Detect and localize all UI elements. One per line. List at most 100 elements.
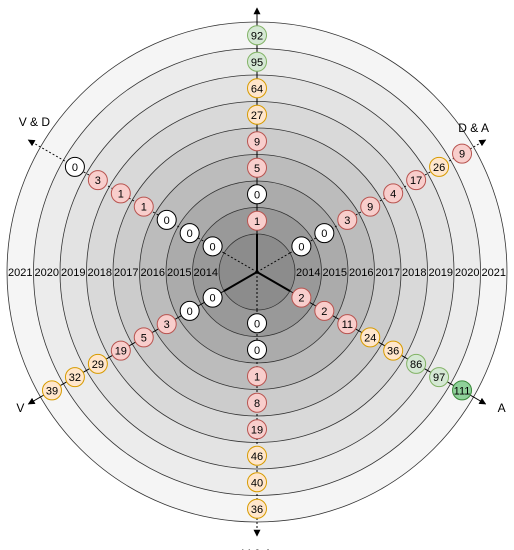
value-bubble-va-2019: 46: [247, 445, 267, 466]
bubble-value: 9: [254, 136, 260, 148]
value-bubble-d-2015: 0: [247, 184, 267, 205]
value-bubble-a-2021: 111: [452, 380, 473, 401]
value-bubble-va-2016: 1: [247, 366, 267, 387]
bubble-value: 0: [298, 241, 304, 253]
bubble-value: 86: [410, 359, 422, 371]
value-bubble-v-2019: 29: [87, 353, 108, 374]
bubble-value: 1: [141, 202, 147, 214]
axis-label-vd: V & D: [19, 115, 51, 129]
bubble-circle: [110, 340, 131, 361]
year-label-2019-right: 2019: [429, 267, 453, 279]
bubble-value: 2: [321, 306, 327, 318]
value-bubble-va-2014: 0: [247, 313, 267, 334]
bubble-circle: [41, 380, 62, 401]
year-label-2017-left: 2017: [114, 267, 138, 279]
bubble-value: 36: [387, 346, 399, 358]
bubble-value: 24: [364, 332, 376, 344]
bubble-circle: [360, 327, 381, 348]
bubble-value: 40: [251, 477, 263, 489]
bubble-circle: [179, 300, 200, 321]
bubble-value: 0: [164, 215, 170, 227]
bubble-value: 0: [210, 293, 216, 305]
bubble-value: 1: [254, 371, 260, 383]
bubble-circle: [247, 472, 267, 493]
bubble-value: 11: [342, 319, 353, 331]
bubble-circle: [247, 445, 267, 466]
bubble-value: 64: [251, 83, 263, 95]
value-bubble-da-2015: 0: [314, 223, 335, 244]
value-bubble-da-2021: 9: [452, 143, 473, 164]
value-bubble-vd-2019: 3: [87, 170, 108, 191]
value-bubble-da-2016: 3: [337, 209, 358, 230]
bubble-value: 0: [254, 345, 260, 357]
year-label-2018-right: 2018: [402, 267, 426, 279]
bubble-circle: [247, 25, 267, 46]
bubble-circle: [247, 131, 267, 152]
bubble-circle: [452, 143, 473, 164]
value-bubble-da-2018: 4: [383, 183, 404, 204]
axis-labels: DD & AAV & AVV & D: [16, 115, 506, 550]
bubble-circle: [110, 183, 131, 204]
year-label-2016-left: 2016: [141, 267, 165, 279]
bubble-circle: [179, 223, 200, 244]
hub-spoke-a: [256, 271, 291, 292]
bubble-value: 3: [344, 215, 350, 227]
bubble-value: 29: [92, 359, 104, 371]
bubble-circle: [87, 170, 108, 191]
bubble-circle: [202, 236, 223, 257]
bubble-circle: [337, 209, 358, 230]
year-label-2018-left: 2018: [88, 267, 112, 279]
bubble-circle: [291, 287, 312, 308]
axis-label-v: V: [16, 401, 24, 415]
bubble-value: 97: [433, 372, 445, 384]
bubble-circle: [64, 156, 85, 177]
bubble-circle: [133, 327, 154, 348]
bubble-circle: [247, 210, 267, 231]
bubble-value: 1: [118, 188, 124, 200]
value-bubble-v-2020: 32: [64, 367, 85, 388]
value-bubble-v-2017: 5: [133, 327, 154, 348]
value-bubble-a-2020: 97: [429, 367, 450, 388]
bubble-value: 1: [254, 216, 260, 228]
value-bubble-d-2019: 64: [247, 78, 267, 99]
year-label-2015-left: 2015: [167, 267, 191, 279]
bubble-value: 0: [72, 162, 78, 174]
bubble-circle: [406, 353, 427, 374]
value-bubble-a-2017: 24: [360, 327, 381, 348]
bubble-circle: [64, 367, 85, 388]
value-bubble-va-2017: 8: [247, 392, 267, 413]
bubble-circle: [337, 314, 358, 335]
bubble-circle: [429, 367, 450, 388]
bubble-circle: [247, 498, 267, 519]
year-label-2021-right: 2021: [482, 267, 506, 279]
value-bubble-vd-2020: 0: [64, 156, 85, 177]
bubble-value: 9: [367, 202, 373, 214]
bubble-circle: [202, 287, 223, 308]
bubble-value: 32: [69, 372, 81, 384]
value-bubble-a-2015: 2: [314, 300, 335, 321]
bubble-circle: [247, 184, 267, 205]
bubble-value: 26: [433, 162, 445, 174]
bubble-value: 0: [187, 306, 193, 318]
bubble-circle: [406, 170, 427, 191]
bubble-value: 3: [95, 175, 101, 187]
bubble-value: 39: [46, 385, 58, 397]
year-label-2020-left: 2020: [35, 267, 59, 279]
bubble-value: 3: [164, 319, 170, 331]
value-bubble-v-2016: 3: [156, 314, 177, 335]
bubble-circle: [247, 366, 267, 387]
bubble-value: 0: [210, 241, 216, 253]
bubble-value: 9: [459, 149, 465, 161]
value-bubble-vd-2016: 0: [156, 209, 177, 230]
value-bubble-a-2019: 86: [406, 353, 427, 374]
year-label-2017-right: 2017: [376, 267, 400, 279]
bubble-circle: [247, 419, 267, 440]
value-bubble-a-2014: 2: [291, 287, 312, 308]
axis-label-a: A: [498, 401, 506, 415]
value-bubble-va-2015: 0: [247, 339, 267, 360]
bubble-circle: [247, 392, 267, 413]
value-bubble-da-2014: 0: [291, 236, 312, 257]
hub-spoke-v: [223, 271, 258, 292]
